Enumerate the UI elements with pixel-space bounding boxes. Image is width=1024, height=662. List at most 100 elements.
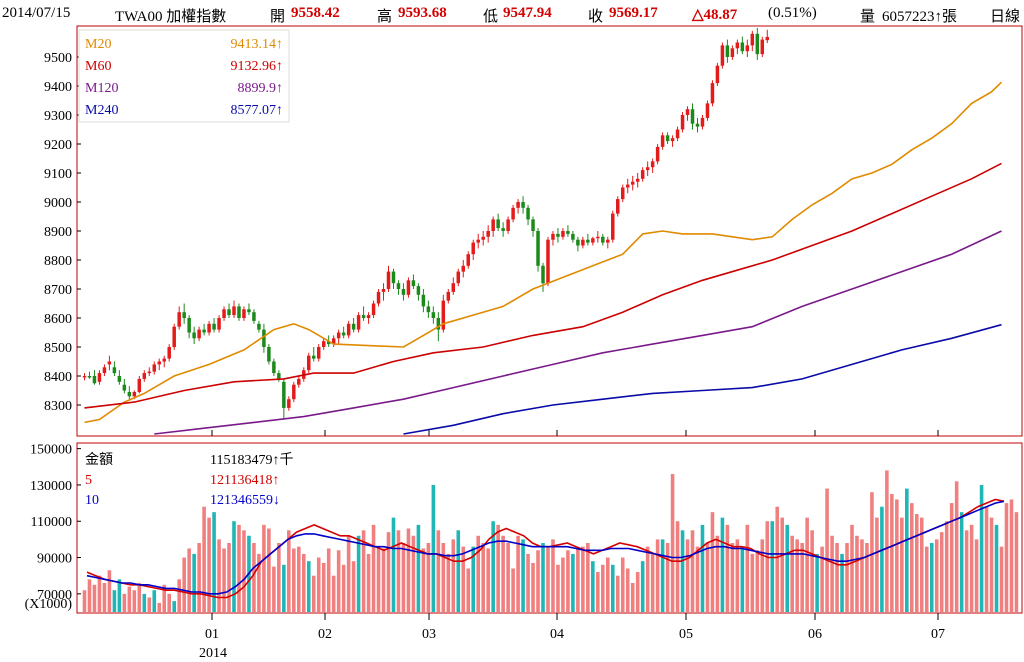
- candle-body: [635, 178, 640, 182]
- candle-body: [177, 312, 181, 327]
- month-tick-label: 02: [318, 627, 332, 642]
- volume-bar: [326, 548, 331, 612]
- volume-bar: [481, 543, 485, 612]
- volume-bar: [177, 579, 181, 612]
- volume-bar: [620, 557, 625, 612]
- candle-body: [187, 318, 191, 333]
- candle-body: [312, 355, 316, 359]
- volume-bar: [720, 517, 725, 612]
- candle-body: [745, 45, 750, 52]
- volume-bar: [107, 570, 112, 612]
- candle-body: [396, 283, 401, 289]
- price-tick-label: 9300: [44, 109, 72, 124]
- volume-bar: [132, 590, 137, 612]
- candle-body: [297, 378, 301, 385]
- volume-bar: [356, 535, 361, 612]
- volume-bar: [511, 568, 515, 612]
- candle-body: [541, 265, 545, 284]
- candle-body: [481, 236, 485, 240]
- price-legend-box: [78, 29, 290, 123]
- volume-legend-name: 金額: [85, 452, 113, 468]
- candle-body: [735, 42, 740, 49]
- candle-body: [162, 358, 166, 362]
- volume-tick-label: 110000: [31, 515, 72, 530]
- price-tick-label: 9400: [44, 80, 72, 95]
- candle-body: [581, 239, 585, 246]
- volume-bar: [541, 543, 545, 612]
- volume-bar: [591, 561, 595, 612]
- volume-bar: [346, 535, 351, 612]
- volume-bar: [456, 530, 461, 612]
- volume-bar: [551, 539, 555, 612]
- candle-body: [675, 129, 680, 139]
- candle-body: [571, 233, 575, 240]
- legend-value-m120: 8899.9↑: [238, 81, 284, 96]
- volume-bar: [466, 568, 471, 612]
- candle-body: [441, 300, 446, 330]
- volume-bar: [297, 546, 301, 612]
- volume-bar: [321, 562, 326, 612]
- volume-bar: [805, 517, 809, 612]
- candle-body: [262, 329, 266, 347]
- volume-bar: [371, 524, 376, 612]
- volume-bar: [257, 553, 261, 612]
- volume-bar: [441, 543, 446, 612]
- candle-body: [257, 323, 261, 330]
- volume-bar: [700, 524, 705, 612]
- volume-bar: [581, 546, 585, 612]
- candle-body: [640, 170, 645, 179]
- volume-bar: [267, 528, 271, 612]
- candle-body: [127, 391, 132, 397]
- volume-bar: [207, 517, 211, 612]
- candle-body: [576, 239, 580, 246]
- candle-body: [316, 347, 321, 359]
- candle-body: [142, 373, 147, 379]
- candle-body: [361, 315, 366, 318]
- volume-bar: [306, 561, 311, 612]
- candle-body: [446, 291, 451, 301]
- volume-bar: [282, 564, 286, 612]
- volume-bar: [934, 539, 939, 612]
- candle-body: [157, 361, 161, 365]
- candle-body: [401, 289, 406, 295]
- volume-bar: [531, 562, 535, 612]
- volume-bar: [745, 524, 750, 612]
- month-tick-label: 03: [422, 627, 436, 642]
- volume-bar: [167, 593, 172, 612]
- volume-bar: [710, 512, 715, 612]
- candle-body: [591, 238, 595, 243]
- candle-body: [341, 332, 346, 336]
- volume-bar: [865, 543, 869, 612]
- candle-body: [416, 286, 421, 295]
- volume-unit-label: (X1000): [25, 597, 73, 612]
- candle-body: [611, 213, 615, 240]
- candle-body: [386, 271, 391, 289]
- candle-body: [660, 135, 665, 147]
- volume-bar: [705, 543, 710, 612]
- volume-bar: [436, 530, 441, 612]
- candle-body: [556, 233, 560, 237]
- candle-body: [496, 219, 500, 229]
- volume-bar: [127, 586, 132, 612]
- volume-bar: [770, 521, 775, 612]
- candle-body: [551, 233, 555, 240]
- volume-bar: [506, 543, 510, 612]
- volume-bar: [630, 582, 635, 612]
- candle-body: [655, 146, 660, 162]
- volume-bar: [516, 535, 520, 612]
- volume-bar: [476, 535, 481, 612]
- volume-bar: [1014, 512, 1019, 612]
- volume-bar: [561, 557, 565, 612]
- candle-body: [760, 39, 765, 55]
- volume-bar: [910, 503, 914, 612]
- price-tick-label: 9000: [44, 196, 72, 211]
- volume-bar: [785, 524, 789, 612]
- high-value: 9593.68: [398, 5, 447, 21]
- volume-bar: [102, 582, 107, 612]
- volume-bar: [97, 575, 102, 612]
- volume-bar: [665, 543, 670, 612]
- candle-body: [531, 219, 535, 231]
- volume-bar: [880, 506, 884, 612]
- candle-body: [117, 376, 122, 382]
- candle-body: [192, 332, 196, 339]
